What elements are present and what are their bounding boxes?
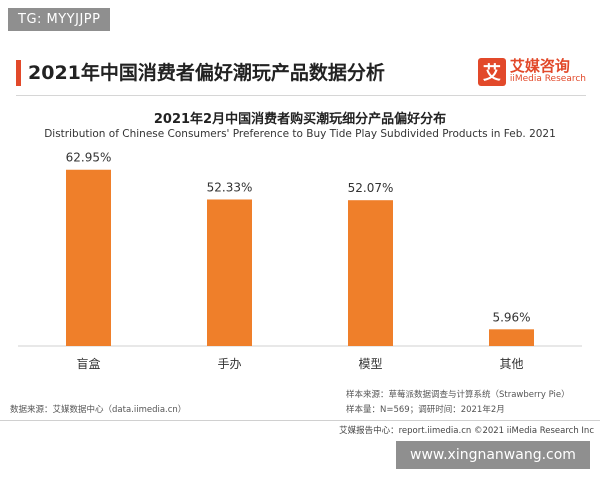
category-label-3: 其他	[499, 357, 523, 371]
data-label-0: 62.95%	[66, 151, 112, 165]
chart-title: 2021年2月中国消费者购买潮玩细分产品偏好分布	[153, 112, 447, 127]
page-title: 2021年中国消费者偏好潮玩产品数据分析	[28, 62, 385, 84]
sample-info-note: 样本量：N=569；调研时间：2021年2月	[346, 405, 505, 415]
tag-label: TG: MYYJJPP	[8, 8, 111, 31]
sample-source-note: 样本来源：草莓派数据调查与计算系统（Strawberry Pie）	[346, 390, 570, 400]
bar-3	[489, 329, 534, 346]
brand-name-cn: 艾媒咨询	[509, 57, 570, 76]
category-label-0: 盲盒	[76, 356, 100, 371]
bar-0	[66, 169, 111, 346]
data-label-1: 52.33%	[207, 180, 253, 194]
bar-1	[207, 199, 252, 346]
category-label-1: 手办	[217, 356, 241, 371]
footer-divider	[0, 420, 600, 421]
footer-text: 艾媒报告中心：report.iimedia.cn ©2021 iiMedia R…	[339, 426, 594, 436]
header-divider	[16, 95, 586, 96]
data-label-3: 5.96%	[492, 310, 530, 324]
data-source-note: 数据来源：艾媒数据中心（data.iimedia.cn）	[10, 405, 187, 415]
bar-chart: 62.95% 盲盒 52.33% 手办 52.07% 模型 5.96% 其他	[18, 151, 582, 371]
brand-logo-icon: 艾	[477, 58, 506, 86]
bar-2	[348, 200, 393, 346]
data-label-2: 52.07%	[348, 181, 394, 195]
brand-name-en: iiMedia Research	[509, 74, 586, 85]
category-label-2: 模型	[358, 357, 382, 371]
title-accent-bar	[16, 60, 21, 86]
brand-logo-block: 艾 艾媒咨询 iiMedia Research	[477, 57, 586, 86]
chart-subtitle: Distribution of Chinese Consumers' Prefe…	[44, 128, 556, 140]
watermark-label: www.xingnanwang.com	[396, 441, 590, 469]
